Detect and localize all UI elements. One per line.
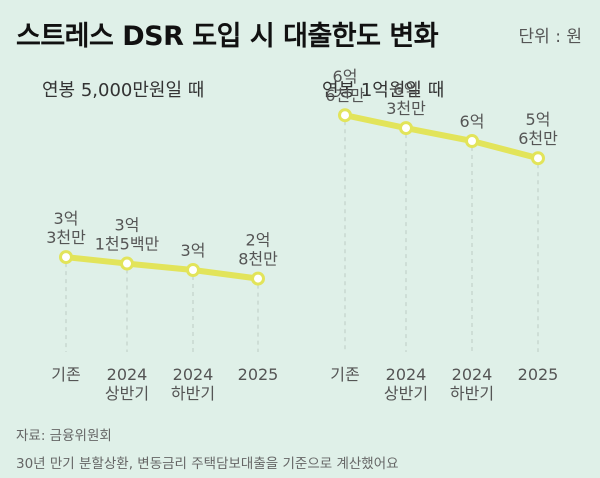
data-point bbox=[59, 250, 73, 265]
data-label: 8천만 bbox=[238, 250, 278, 269]
x-tick-label: 2024 bbox=[107, 365, 148, 384]
data-label: 2억 bbox=[246, 231, 271, 250]
data-label: 3억 bbox=[54, 209, 79, 228]
x-tick-label: 상반기 bbox=[384, 384, 428, 403]
data-point bbox=[465, 134, 479, 148]
x-tick-label: 기존 bbox=[330, 365, 359, 384]
x-tick-label: 하반기 bbox=[450, 384, 494, 403]
x-tick-label: 2024 bbox=[452, 365, 493, 384]
data-point bbox=[531, 151, 545, 166]
data-point bbox=[251, 271, 265, 286]
page-title: 스트레스 DSR 도입 시 대출한도 변화 bbox=[16, 21, 439, 52]
data-label: 6억 bbox=[460, 112, 485, 131]
x-tick-label: 2024 bbox=[386, 365, 427, 384]
series-line bbox=[342, 112, 541, 162]
data-label: 3천만 bbox=[46, 228, 86, 247]
x-tick-label: 상반기 bbox=[105, 384, 149, 403]
data-label: 6억 bbox=[394, 80, 419, 99]
data-point bbox=[186, 263, 200, 277]
panel-title: 연봉 1억원일 때 bbox=[322, 80, 444, 101]
data-label: 3천만 bbox=[386, 99, 426, 118]
x-tick-label: 2025 bbox=[238, 365, 279, 384]
data-label: 3억 bbox=[115, 216, 140, 235]
data-label: 6억 bbox=[333, 67, 358, 86]
source-note: 자료: 금융위원회 bbox=[16, 428, 112, 444]
unit-label: 단위 : 원 bbox=[518, 27, 582, 47]
data-label: 1천5백만 bbox=[95, 235, 160, 254]
footnote: 30년 만기 분할상환, 변동금리 주택담보대출을 기준으로 계산했어요 bbox=[16, 456, 399, 472]
data-label: 5억 bbox=[526, 110, 551, 129]
x-tick-label: 기존 bbox=[51, 365, 80, 384]
data-label: 6천만 bbox=[518, 129, 558, 148]
data-label: 6천만 bbox=[325, 86, 365, 105]
panel-title: 연봉 5,000만원일 때 bbox=[42, 80, 204, 101]
x-tick-label: 하반기 bbox=[171, 384, 215, 403]
data-point bbox=[338, 108, 352, 123]
data-label: 3억 bbox=[181, 241, 206, 260]
data-point bbox=[120, 256, 134, 271]
x-tick-label: 2024 bbox=[173, 365, 214, 384]
x-tick-label: 2025 bbox=[518, 365, 559, 384]
data-point bbox=[399, 121, 413, 136]
series-line bbox=[63, 254, 261, 282]
